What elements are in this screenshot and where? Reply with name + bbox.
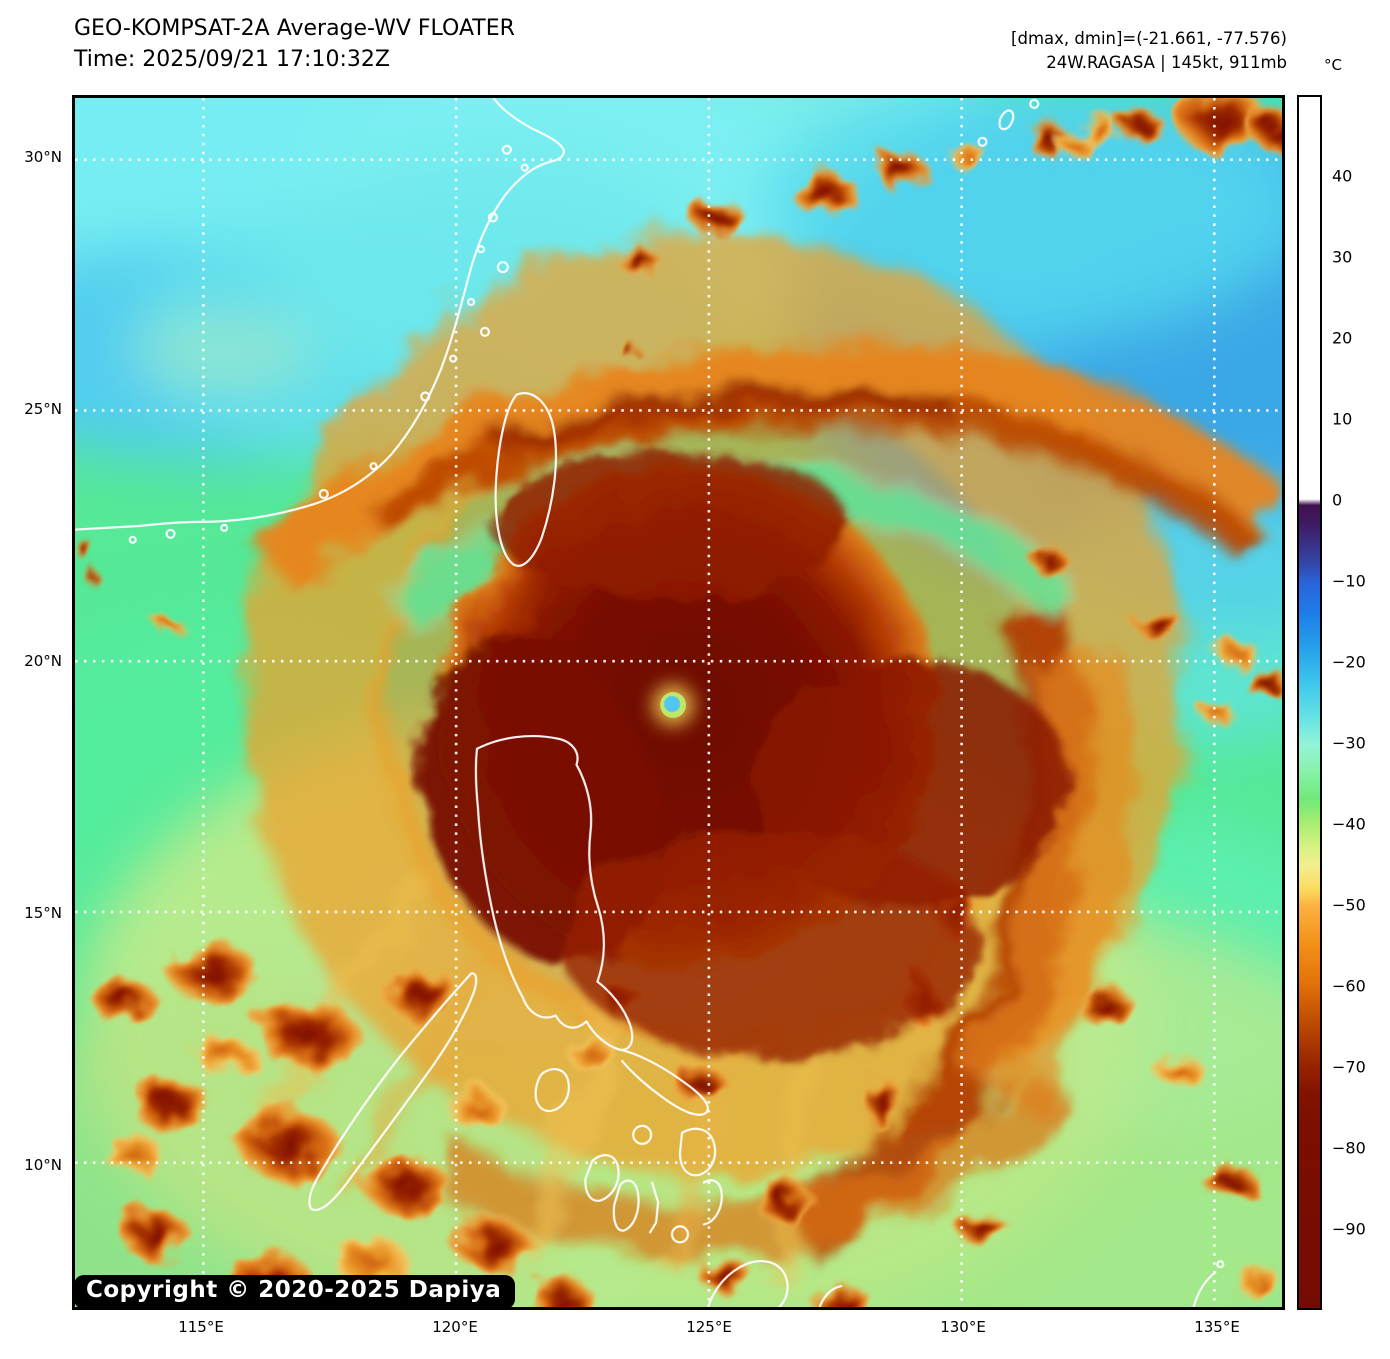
coastline-luzon-peninsula (617, 1048, 709, 1116)
colorbar-tick-label: −60 (1332, 976, 1366, 996)
coastline-visayas (534, 1068, 723, 1244)
latitude-label: 30°N (24, 148, 62, 166)
satellite-image (75, 98, 1282, 1307)
longitude-label: 125°E (686, 1318, 732, 1336)
time-line: Time: 2025/09/21 17:10:32Z (74, 47, 390, 72)
colorbar-tick-label: −30 (1332, 733, 1366, 753)
colorbar-tick-label: −50 (1332, 895, 1366, 915)
longitude-label: 115°E (178, 1318, 224, 1336)
figure-title: GEO-KOMPSAT-2A Average-WV FLOATER Time: 2… (74, 13, 515, 75)
coastline-mindanao-east (818, 1285, 843, 1307)
coastlines (75, 98, 1225, 1307)
colorbar-tick-label: 30 (1332, 247, 1353, 267)
storm-info-annotation: 24W.RAGASA | 145kt, 911mb (1046, 53, 1287, 72)
colorbar (1297, 95, 1322, 1310)
coastline-taiwan (494, 392, 558, 567)
satellite-map: Copyright © 2020-2025 Dapiya (72, 95, 1285, 1310)
coastline-southeast-dot (1216, 1260, 1225, 1269)
coastline-mindanao (707, 1260, 789, 1307)
colorbar-tick-label: 20 (1332, 328, 1353, 348)
latitude-label: 25°N (24, 400, 62, 418)
title-line: GEO-KOMPSAT-2A Average-WV FLOATER (74, 16, 515, 41)
coastline-china-islets (128, 144, 529, 544)
colorbar-tick-label: −70 (1332, 1057, 1366, 1077)
coastline-china (75, 98, 565, 531)
colorbar-tick-label: −80 (1332, 1138, 1366, 1158)
colorbar-tick-label: −90 (1332, 1219, 1366, 1239)
longitude-label: 120°E (432, 1318, 478, 1336)
colorbar-tick-label: −20 (1332, 652, 1366, 672)
coastline-luzon (474, 734, 634, 1051)
longitude-label: 130°E (940, 1318, 986, 1336)
typhoon-eye (652, 684, 694, 726)
colorbar-unit-label: °C (1324, 56, 1342, 74)
longitude-label: 135°E (1194, 1318, 1240, 1336)
latitude-label: 10°N (24, 1156, 62, 1174)
coastline-palawan (308, 972, 478, 1211)
coastline-southeast-islet (1192, 1271, 1217, 1307)
copyright-badge: Copyright © 2020-2025 Dapiya (75, 1275, 516, 1307)
dmax-dmin-annotation: [dmax, dmin]=(-21.661, -77.576) (1011, 29, 1287, 48)
colorbar-tick-label: −40 (1332, 814, 1366, 834)
colorbar-tick-label: 0 (1332, 490, 1343, 510)
coastline-ryukyu-islands (977, 98, 1040, 147)
figure-annotations: [dmax, dmin]=(-21.661, -77.576) 24W.RAGAS… (1011, 27, 1287, 75)
latitude-label: 15°N (24, 904, 62, 922)
colorbar-tick-label: 40 (1332, 166, 1353, 186)
latitude-label: 20°N (24, 652, 62, 670)
colorbar-tick-label: 10 (1332, 409, 1353, 429)
colorbar-tick-label: −10 (1332, 571, 1366, 591)
